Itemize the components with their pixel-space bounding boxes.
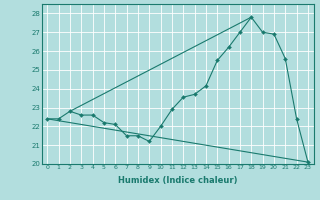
X-axis label: Humidex (Indice chaleur): Humidex (Indice chaleur) [118,176,237,185]
